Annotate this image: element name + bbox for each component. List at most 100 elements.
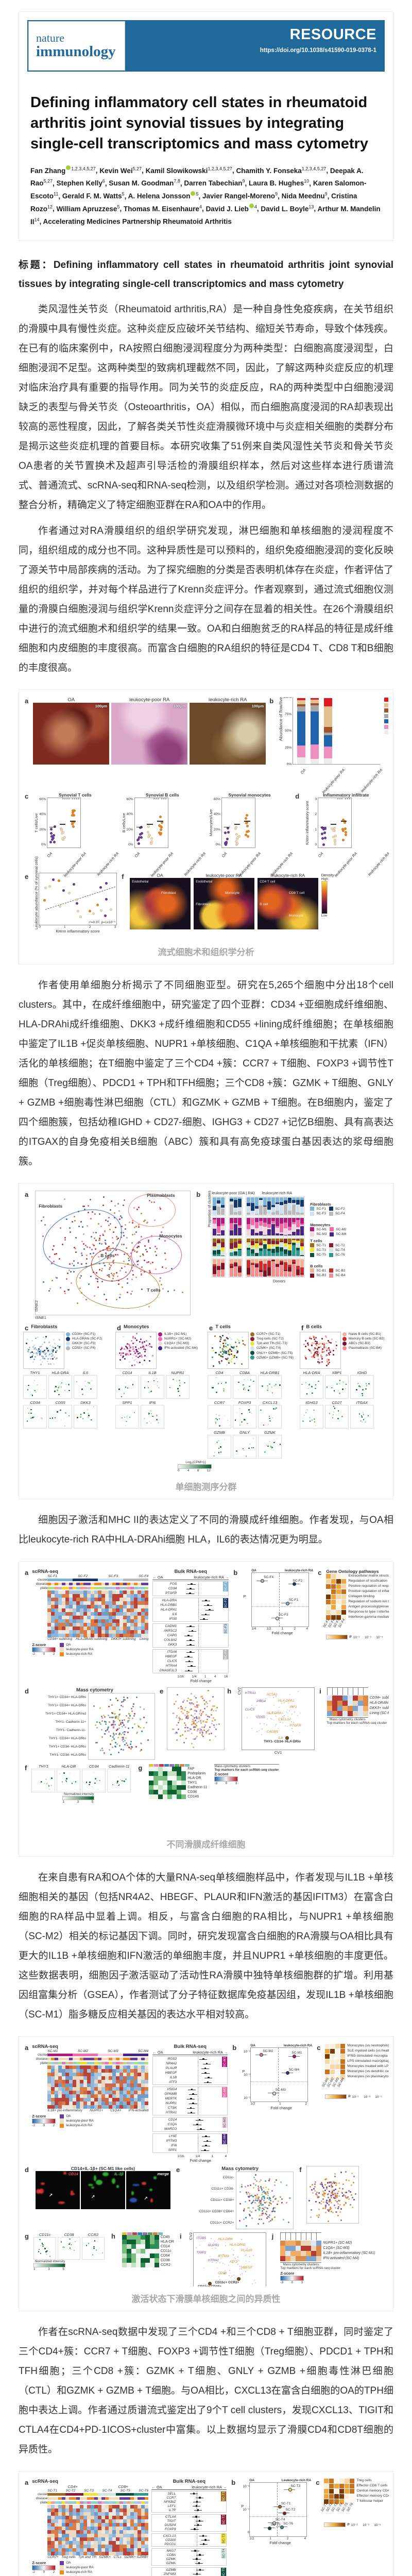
scatter-dot [115,1741,117,1743]
scatter-dot [122,1741,124,1743]
scatter-dot [83,1206,85,1208]
volcano-panel: OA leukocyte-rich RA P SC-F4 SC-F2 SC-F1 SC-F3… [243,1569,313,1635]
scatter-dot [150,1234,152,1236]
doi-link[interactable]: https://doi.org/10.1038/s41590-019-0378-… [260,47,376,54]
scatter-dot [133,1342,135,1344]
scatter-dot [119,1719,121,1721]
scatter-dot [67,1411,68,1412]
scatter-dot [198,1720,200,1722]
scatter-dot [224,1340,226,1342]
scatter-dot [241,2186,243,2188]
subset-label: Lining [139,1637,149,1641]
correlation-scatter: Leukocyte abundance (% of synovial cells… [34,856,117,934]
scatter-dot [137,1724,139,1726]
annotation-label: disease [36,2497,48,2501]
scatter-dot [311,1342,313,1344]
plot-header: OA Leukocyte-rich RA [249,2479,312,2483]
scatter-dot [70,1282,72,1284]
scatter-dot [121,1417,123,1419]
scatter-dot [250,1379,252,1381]
scatter-dot [291,1721,293,1723]
figure-row: a scRNA-seq SC-M1 SC-M2 SC-M3 SC-M4 cluster dis… [23,2044,389,2163]
x-categories: OA leukocyte-poor RA leukocyte-rich RA [315,848,389,878]
scatter-dot [353,2176,355,2178]
scatter-dot [75,1237,77,1239]
scatter-dot [45,1355,47,1357]
scatter-dot [336,1414,337,1416]
scatter-dot [78,1211,80,1213]
subset-label: CCR7+ [47,2555,59,2560]
scatter-dot [240,1419,242,1421]
estimate-dot [190,1643,192,1646]
scatter-dot [184,1382,185,1384]
gene-name: CD14 [122,1370,132,1376]
gene-set-row [324,2494,355,2499]
scatter-dot [196,1701,198,1703]
scatter-dot [217,1388,219,1389]
cluster-tag-label: SC-M1 [222,2057,227,2067]
scatter-dot [192,1723,194,1725]
gene-name: CD34 [30,1400,40,1405]
scatter-dot [68,1389,70,1392]
gene-label-orange: ATF3 [229,2260,238,2264]
scatter-dot [27,1389,29,1391]
gene-map: CCR7 [208,1400,231,1429]
author: Arthur M. Mandelin II14 [30,205,381,226]
scatter-dot [335,1341,337,1343]
scatter-dot [81,1383,83,1385]
tsne-plot: Fibroblasts Plasmablasts Monocytes B cells T… [35,1191,191,1316]
plot-frame [318,798,352,849]
scatter-dot [239,2274,241,2275]
gene-name: ITGA6 [167,1650,177,1654]
scatter-dot [154,1386,156,1387]
gene-map: NUPR1 [166,1370,190,1399]
column-labels: SC-F1 SC-F2 SC-F3 SC-F4 [322,1618,346,1634]
gene-map: XBP1 [325,1370,349,1399]
estimate-dot [190,2107,192,2109]
x-category: OA [133,851,141,859]
scatter-dot [32,1417,33,1418]
scatter-dot [127,1292,129,1294]
scatter-dot [33,1382,35,1384]
cluster-name: SC-T6 [139,2489,149,2493]
donor-bar [230,1259,234,1277]
scatter-dot [122,1738,124,1740]
scatter-dot [109,1229,111,1231]
scatter-dot [162,1287,164,1290]
scatter-dot [315,1425,317,1427]
scatter-dot [259,2200,261,2202]
scatter-dot [101,1280,103,1282]
scatter-dot [341,2188,344,2190]
scatter-dot [126,1390,128,1392]
scatter-dot [143,1348,145,1350]
scatter-dot [275,1725,277,1727]
image-title: leukocyte-poor RA [129,697,170,703]
scatter-dot [117,1280,119,1282]
scatter-dot [359,1382,361,1384]
x-axis-label: CV1 [274,1750,282,1755]
panel-label: c [25,792,29,801]
scatter-dot [238,1388,239,1390]
gene-name: TIGIT [167,2519,176,2523]
row-label: C1QA+ (SC-M3) [323,2246,350,2250]
scatter-dot [53,1245,55,1247]
cluster-label: THY1- CD34+ HLA-DRlo [48,1736,86,1740]
scatter-dot [157,1381,159,1383]
figure-4-body: a scRNA-seq SC-M1 SC-M2 SC-M3 SC-M4 cluster dis… [23,2044,389,2287]
donor-group [246,1196,305,1216]
legend: OA leukocyte-poor RA leukocyte-rich RA [60,1642,94,1656]
scatter-dot [203,2267,205,2268]
scatter-dot [272,2200,274,2202]
gene-name: THY1 [38,1764,48,1769]
y-axis-label: B cells/Live [121,813,126,833]
gene-label-orange: PLAUR [241,2248,252,2252]
point [278,2505,282,2509]
legend-label: OA [66,2561,71,2565]
scatter-dot [317,1350,319,1352]
gene-name: PLAUR [165,2066,177,2071]
scatter-dot [130,1422,131,1423]
scatter-dot [310,1352,312,1354]
scatter-dot [102,1196,105,1198]
scatter-dot [320,2202,322,2205]
scatter-dot [319,2201,321,2204]
